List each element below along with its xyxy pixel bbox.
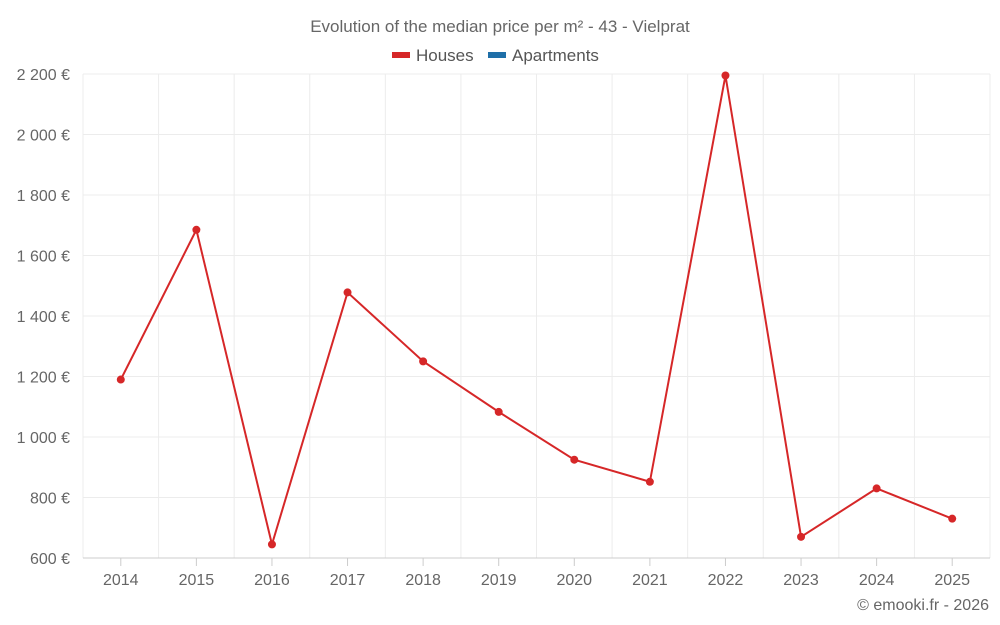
x-tick-label: 2022 xyxy=(708,572,744,589)
legend-label-houses[interactable]: Houses xyxy=(416,46,474,65)
houses-point-2021 xyxy=(645,477,654,486)
legend-swatch-apartments[interactable] xyxy=(488,52,506,58)
houses-point-2018 xyxy=(419,357,428,366)
x-gridlines xyxy=(82,74,991,558)
x-tick-label: 2024 xyxy=(859,572,895,589)
houses-point-2023 xyxy=(797,532,806,541)
y-tick-label: 1 000 € xyxy=(17,430,70,447)
x-axis-labels: 2014 2015 2016 2017 2018 2019 2020 2021 2022 2023… xyxy=(103,572,970,589)
houses-point-2020 xyxy=(570,455,579,464)
houses-point-2025 xyxy=(948,514,957,523)
x-tick-label: 2014 xyxy=(103,572,139,589)
y-tick-label: 1 400 € xyxy=(17,309,70,326)
x-tick-label: 2017 xyxy=(330,572,366,589)
legend-swatch-houses[interactable] xyxy=(392,52,410,58)
houses-point-2019 xyxy=(494,407,503,416)
y-tick-label: 1 600 € xyxy=(17,249,70,266)
houses-point-2022 xyxy=(721,71,730,80)
houses-point-2017 xyxy=(343,288,352,297)
x-axis xyxy=(83,557,990,566)
legend-label-apartments[interactable]: Apartments xyxy=(512,46,599,65)
x-tick-label: 2015 xyxy=(179,572,215,589)
houses-point-2024 xyxy=(872,484,881,493)
y-tick-label: 2 000 € xyxy=(17,128,70,145)
x-tick-label: 2023 xyxy=(783,572,819,589)
y-axis-labels: 600 € 800 € 1 000 € 1 200 € 1 400 € 1 600 € 1 … xyxy=(17,67,70,568)
legend: Houses Apartments xyxy=(392,46,599,65)
chart-title: Evolution of the median price per m² - 4… xyxy=(310,17,690,36)
credit-text: © emooki.fr - 2026 xyxy=(857,597,989,614)
houses-point-2014 xyxy=(116,375,125,384)
x-tick-label: 2021 xyxy=(632,572,668,589)
y-tick-label: 1 200 € xyxy=(17,370,70,387)
x-tick-label: 2020 xyxy=(556,572,592,589)
houses-line xyxy=(119,75,953,549)
y-tick-label: 1 800 € xyxy=(17,188,70,205)
houses-point-2015 xyxy=(192,225,201,234)
y-tick-label: 800 € xyxy=(30,491,70,508)
x-tick-label: 2016 xyxy=(254,572,290,589)
y-tick-label: 2 200 € xyxy=(17,67,70,84)
houses-point-2016 xyxy=(267,540,276,549)
x-tick-label: 2025 xyxy=(934,572,970,589)
x-tick-label: 2019 xyxy=(481,572,517,589)
series-houses xyxy=(116,71,957,549)
x-tick-label: 2018 xyxy=(405,572,441,589)
y-tick-label: 600 € xyxy=(30,551,70,568)
